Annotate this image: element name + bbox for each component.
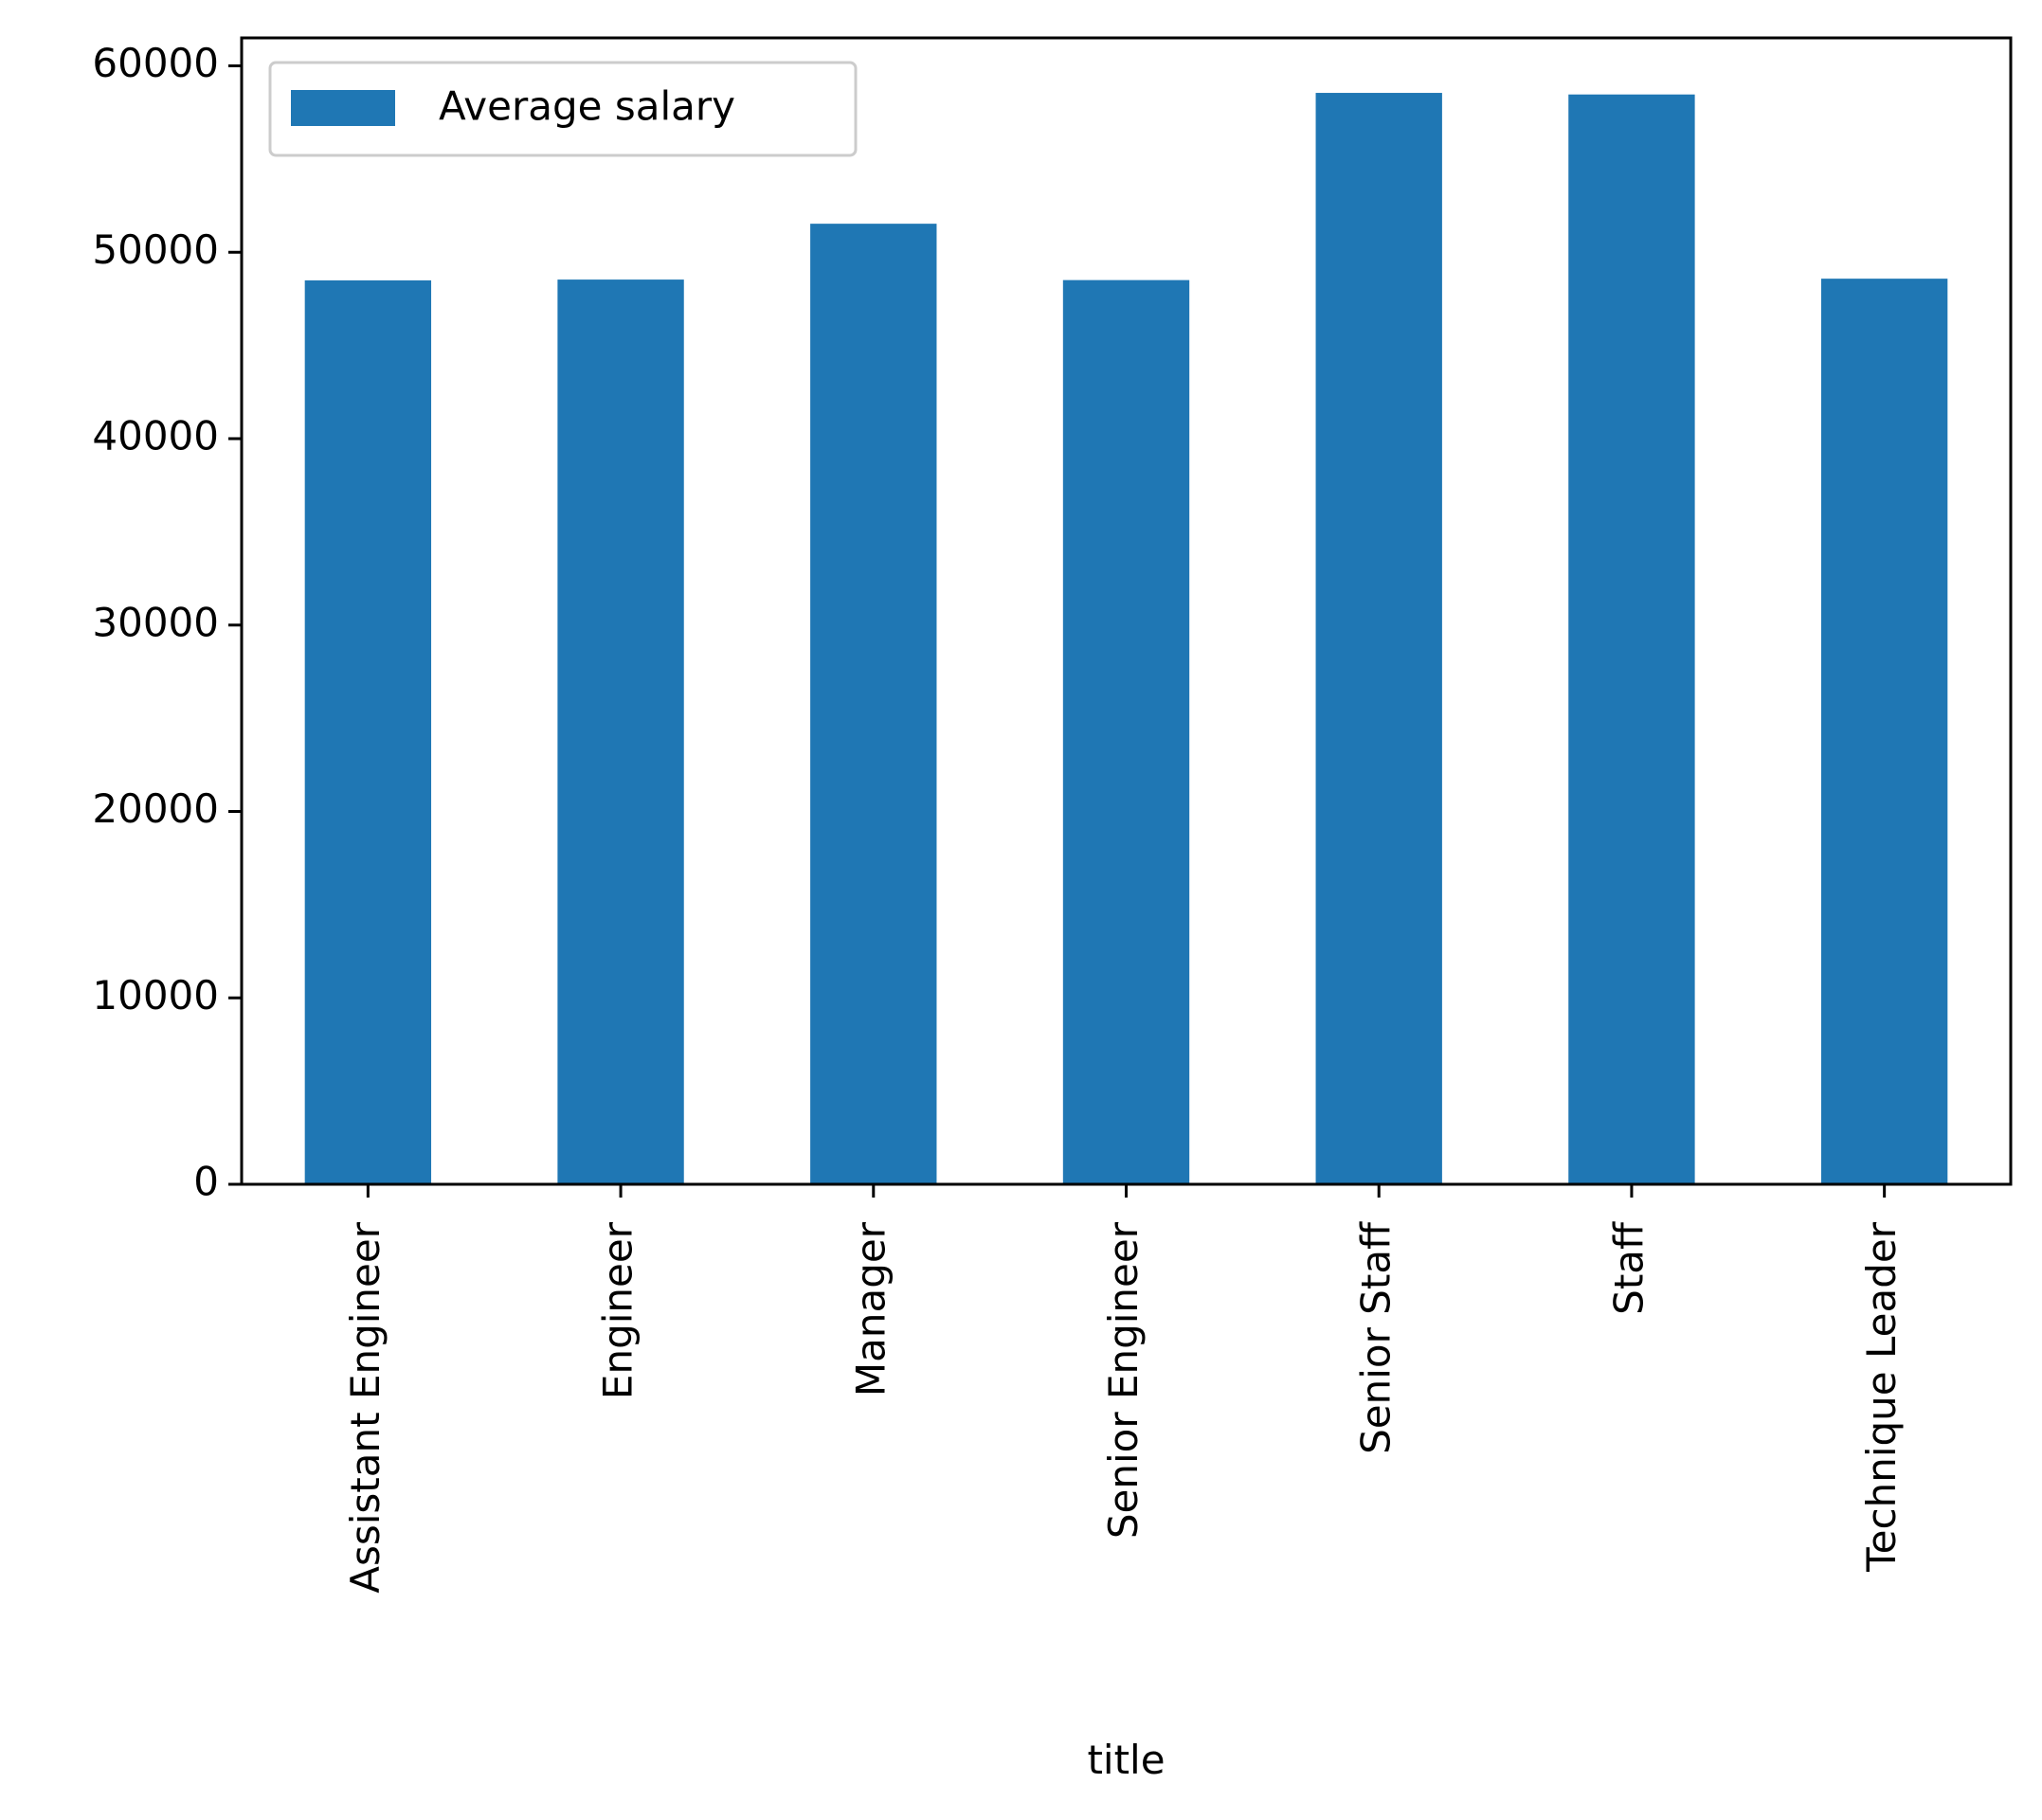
x-tick-label-manager: Manager — [847, 1221, 894, 1397]
y-tick-label: 20000 — [92, 785, 219, 832]
bar-senior-staff — [1315, 93, 1442, 1184]
bar-senior-engineer — [1062, 279, 1190, 1184]
y-axis: 0 10000 20000 30000 40000 50000 60000 — [92, 40, 242, 1205]
bar-manager — [810, 224, 937, 1184]
y-tick-label: 50000 — [92, 226, 219, 273]
y-tick-label: 0 — [193, 1159, 219, 1205]
x-tick-label-technique-leader: Technique Leader — [1858, 1221, 1905, 1573]
bar-assistant-engineer — [304, 279, 432, 1184]
y-tick-label: 10000 — [92, 972, 219, 1018]
y-tick-label: 30000 — [92, 599, 219, 645]
x-axis-label: title — [1087, 1737, 1165, 1783]
x-axis: Assistant Engineer Engineer Manager Senior … — [342, 1184, 1905, 1594]
legend-box — [268, 61, 858, 157]
bars-layer — [304, 93, 1948, 1184]
legend-swatch — [291, 90, 395, 126]
y-tick-label: 60000 — [92, 40, 219, 86]
x-tick-label-engineer: Engineer — [595, 1221, 642, 1399]
bar-engineer — [557, 279, 684, 1184]
x-tick-label-assistant-engineer: Assistant Engineer — [342, 1221, 389, 1593]
x-tick-label-senior-staff: Senior Staff — [1353, 1221, 1400, 1454]
y-tick-label: 40000 — [92, 413, 219, 460]
legend: Average salary — [268, 61, 858, 157]
legend-label-average-salary: Average salary — [439, 83, 735, 130]
x-tick-label-senior-engineer: Senior Engineer — [1100, 1221, 1147, 1539]
bar-technique-leader — [1820, 279, 1948, 1184]
x-tick-label-staff: Staff — [1605, 1221, 1652, 1315]
bar-staff — [1568, 94, 1695, 1184]
